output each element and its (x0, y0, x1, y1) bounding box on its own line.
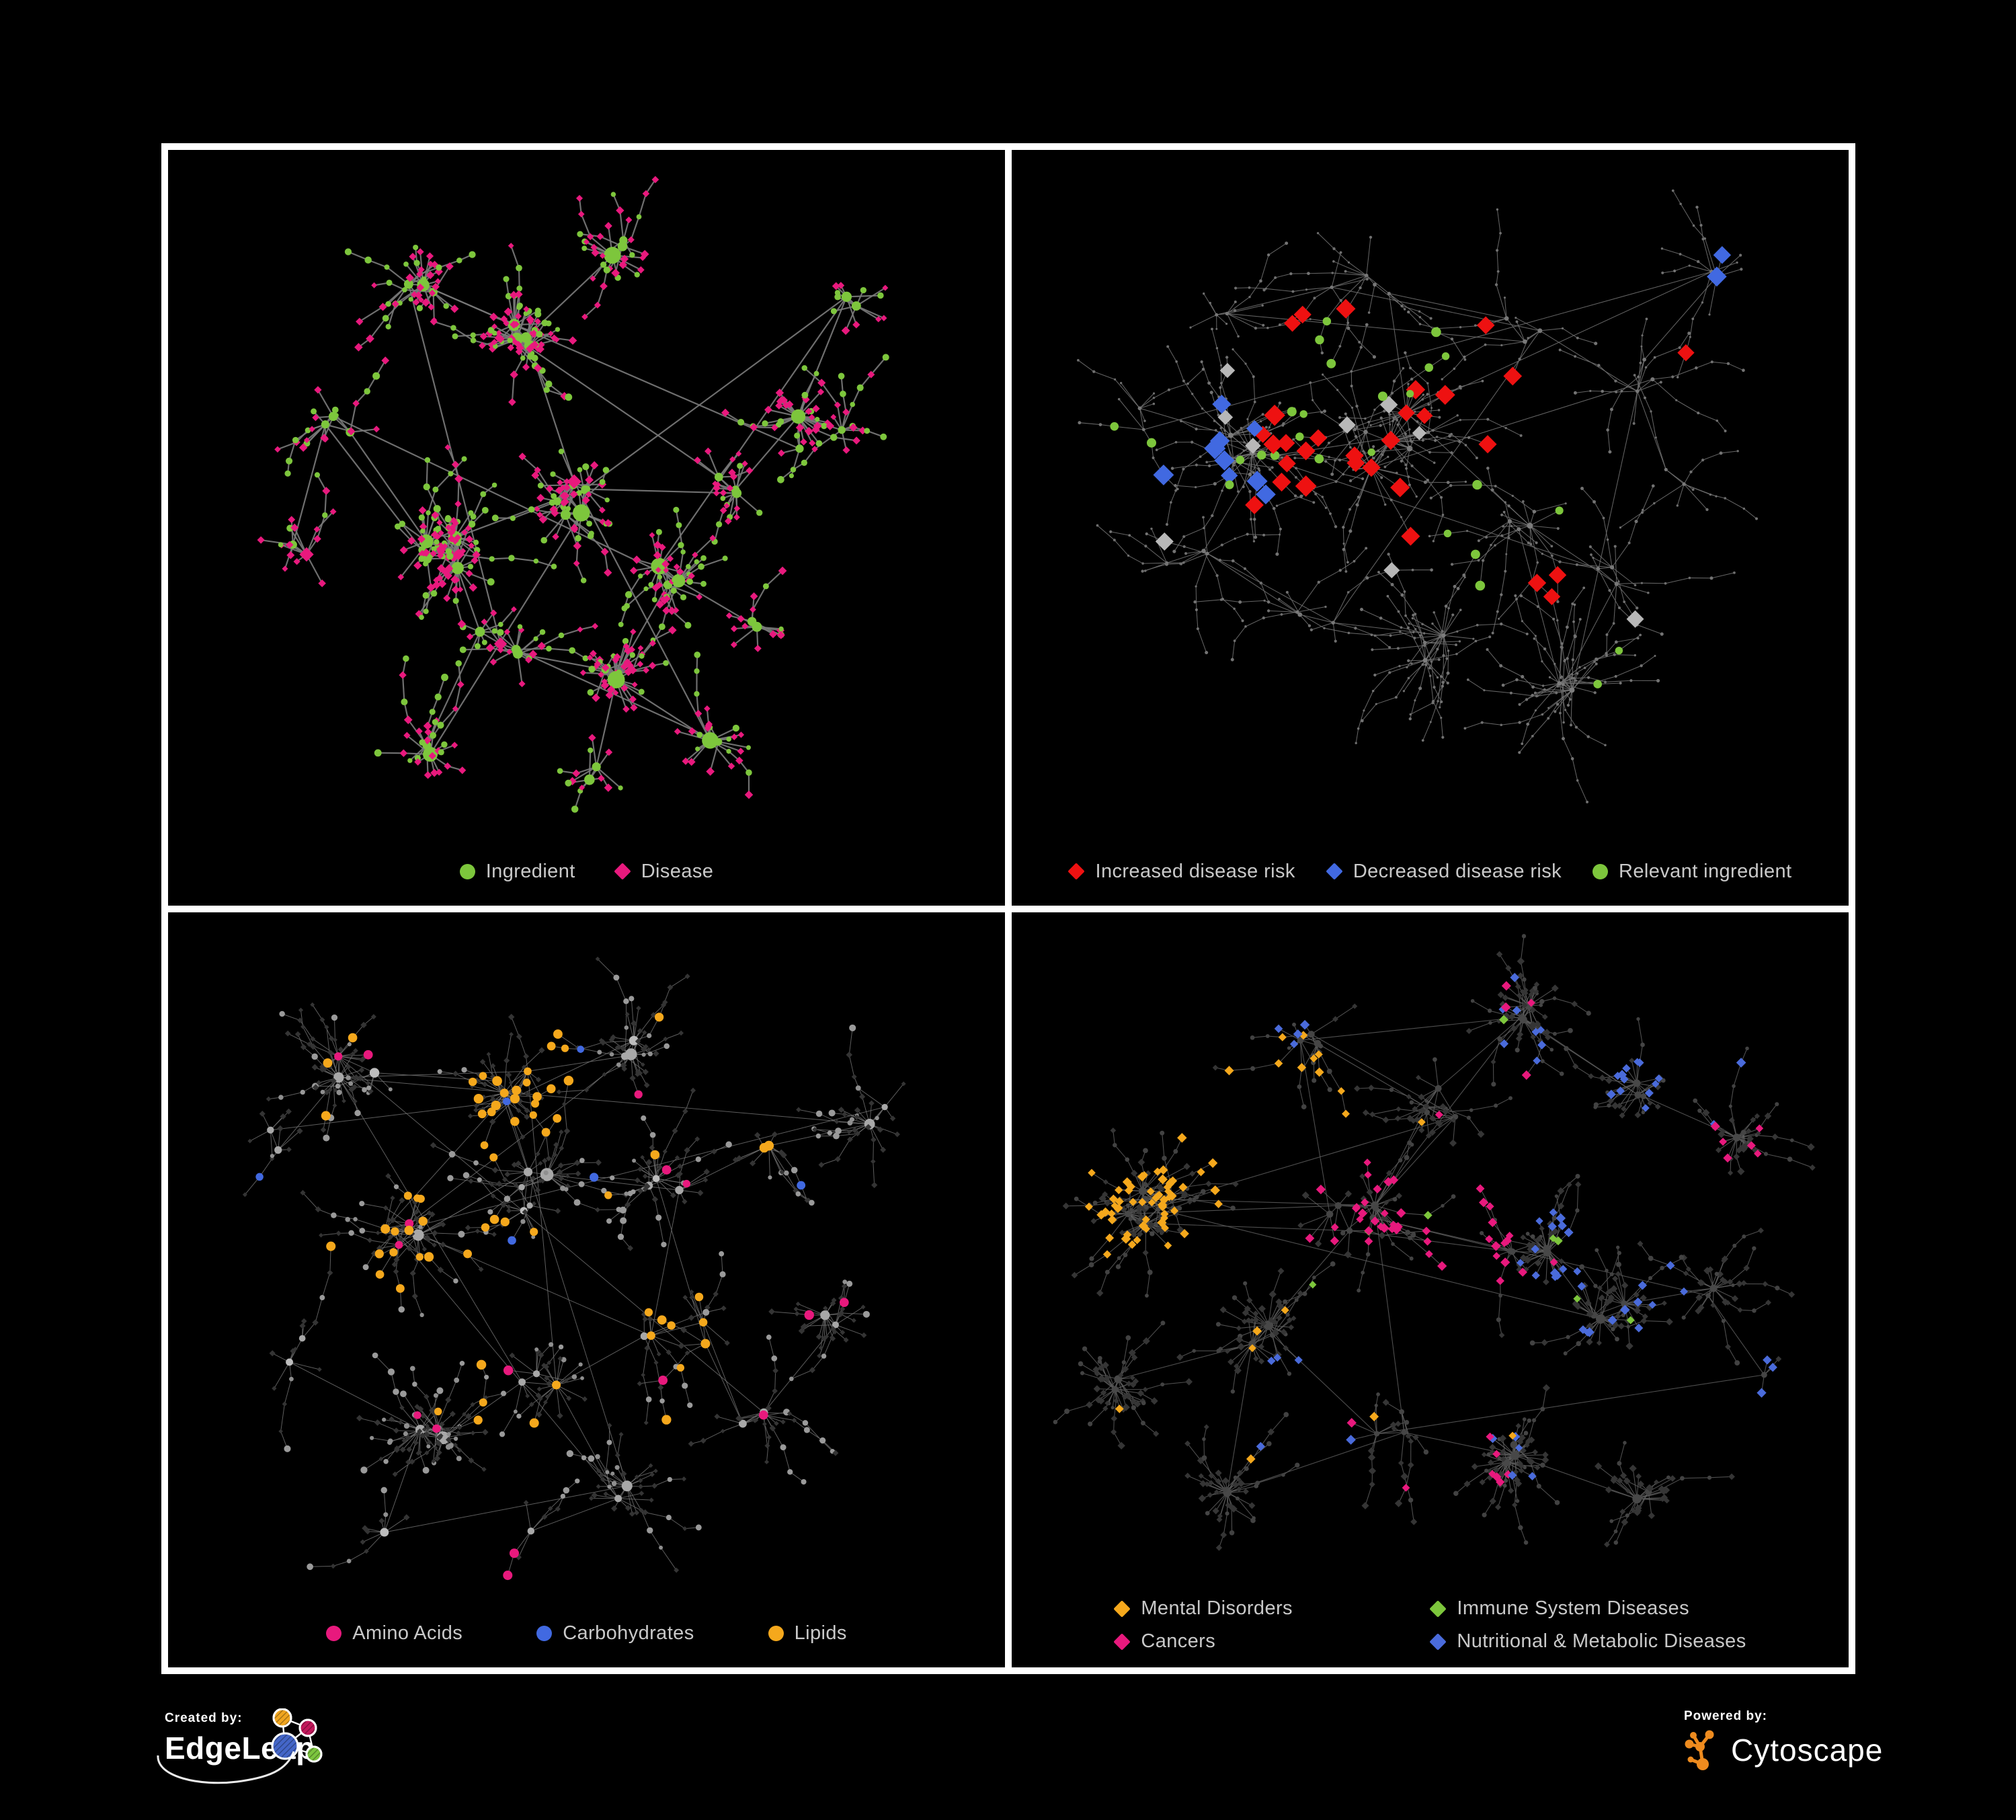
panel-disease-classes: Mental Disorders Immune System Diseases … (1012, 912, 1849, 1667)
carbohydrates-icon (536, 1626, 553, 1641)
edgeleap-swoosh (157, 1751, 295, 1784)
powered-by-label: Powered by: (1684, 1709, 1767, 1723)
legend-label: Decreased disease risk (1353, 860, 1562, 882)
legend-item: Cancers (1113, 1630, 1403, 1653)
panel-grid: Ingredient Disease Increased disease ris… (161, 143, 1855, 1674)
relevant-ingredient-icon (1592, 863, 1609, 879)
legend-item: Lipids (768, 1622, 847, 1645)
legend-ingredient-disease: Ingredient Disease (168, 861, 1005, 883)
legend-label: Carbohydrates (563, 1622, 694, 1644)
ingredient-icon (459, 863, 475, 879)
legend-label: Relevant ingredient (1619, 860, 1792, 882)
legend-item: Increased disease risk (1067, 860, 1295, 883)
legend-label: Nutritional & Metabolic Diseases (1457, 1630, 1746, 1652)
ingredient-disease-network-graph (168, 150, 1005, 822)
legend-item: Decreased disease risk (1326, 861, 1562, 883)
cytoscape-branding: Powered by: Cytoscape (1684, 1709, 2000, 1790)
legend-nutrient-classes: Amino Acids Carbohydrates Lipids (168, 1622, 1005, 1645)
panel-disease-risk: Increased disease risk Decreased disease… (1012, 150, 1849, 906)
legend-label: Disease (641, 860, 714, 882)
legend-label: Mental Disorders (1141, 1597, 1293, 1619)
legend-disease-classes: Mental Disorders Immune System Diseases … (1012, 1597, 1849, 1653)
nutritional-metabolic-diseases-icon (1429, 1632, 1447, 1651)
legend-disease-risk: Increased disease risk Decreased disease… (1012, 861, 1849, 883)
cancers-icon (1113, 1632, 1131, 1651)
legend-label: Ingredient (485, 860, 575, 882)
cytoscape-wordmark: Cytoscape (1731, 1733, 1884, 1768)
immune-system-diseases-icon (1429, 1599, 1447, 1618)
legend-item: Nutritional & Metabolic Diseases (1429, 1630, 1746, 1653)
edgeleap-branding: Created by: EdgeLeap (157, 1708, 447, 1805)
panel-nutrient-classes: Amino Acids Carbohydrates Lipids (168, 912, 1005, 1667)
legend-item: Relevant ingredient (1592, 861, 1791, 883)
disease-risk-network-graph (1012, 150, 1849, 822)
decreased-risk-icon (1326, 863, 1343, 880)
legend-item: Ingredient (459, 860, 575, 883)
legend-item: Disease (613, 860, 714, 883)
legend-item: Immune System Diseases (1429, 1597, 1746, 1620)
legend-label: Immune System Diseases (1457, 1597, 1689, 1619)
legend-item: Amino Acids (326, 1622, 462, 1645)
mental-disorders-icon (1113, 1599, 1131, 1618)
amino-acids-icon (326, 1626, 342, 1641)
disease-icon (613, 863, 631, 880)
legend-label: Amino Acids (352, 1622, 463, 1644)
increased-risk-icon (1067, 863, 1086, 880)
legend-item: Mental Disorders (1113, 1597, 1403, 1620)
panel-ingredient-disease: Ingredient Disease (168, 150, 1005, 906)
legend-label: Cancers (1141, 1630, 1216, 1652)
legend-item: Carbohydrates (536, 1622, 694, 1645)
created-by-label: Created by: (165, 1711, 243, 1725)
cytoscape-logo-icon (1685, 1730, 1714, 1770)
lipids-icon (768, 1626, 784, 1641)
legend-label: Lipids (794, 1622, 847, 1644)
legend-label: Increased disease risk (1095, 860, 1295, 882)
nutrient-class-network-graph (168, 912, 1005, 1585)
edgeleap-logo-icon (271, 1708, 323, 1763)
disease-class-network-graph (1012, 912, 1849, 1585)
